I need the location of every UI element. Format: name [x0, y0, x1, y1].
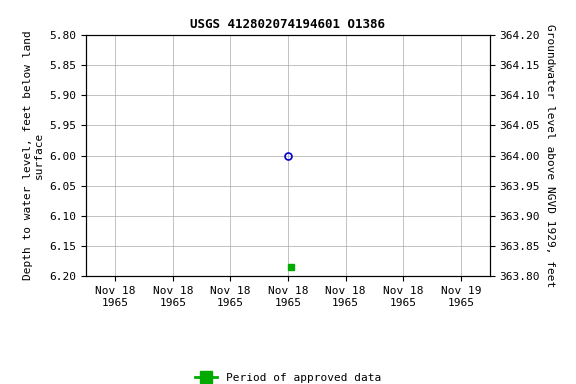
Title: USGS 412802074194601 O1386: USGS 412802074194601 O1386	[191, 18, 385, 31]
Y-axis label: Depth to water level, feet below land
surface: Depth to water level, feet below land su…	[22, 31, 44, 280]
Y-axis label: Groundwater level above NGVD 1929, feet: Groundwater level above NGVD 1929, feet	[545, 24, 555, 287]
Legend: Period of approved data: Period of approved data	[191, 368, 385, 384]
